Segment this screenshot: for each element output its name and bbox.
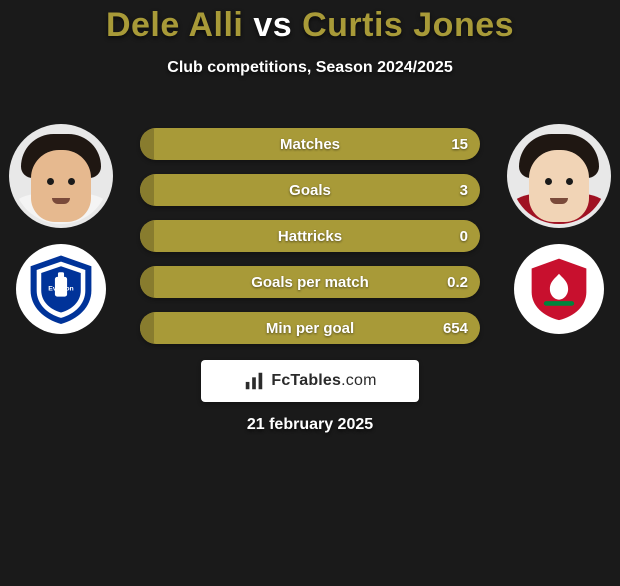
stat-value-right: 654 <box>443 312 468 344</box>
stat-row-goals-per-match: Goals per match 0.2 <box>140 266 480 298</box>
stat-label: Goals <box>140 174 480 206</box>
brand-suffix: .com <box>341 372 376 389</box>
stat-value-right: 0 <box>460 220 468 252</box>
liverpool-crest-icon <box>521 251 597 327</box>
brand-text: FcTables.com <box>271 372 376 390</box>
stat-row-goals: Goals 3 <box>140 174 480 206</box>
bar-chart-icon <box>243 370 265 392</box>
page-title: Dele Alli vs Curtis Jones <box>0 6 620 45</box>
stat-label: Min per goal <box>140 312 480 344</box>
title-vs: vs <box>253 6 292 44</box>
player1-column: Everton <box>6 124 116 334</box>
brand-main: FcTables <box>271 372 341 389</box>
stat-label: Matches <box>140 128 480 160</box>
date-line: 21 february 2025 <box>0 416 620 434</box>
stat-row-min-per-goal: Min per goal 654 <box>140 312 480 344</box>
stat-row-matches: Matches 15 <box>140 128 480 160</box>
title-player1: Dele Alli <box>106 6 243 44</box>
stat-label: Hattricks <box>140 220 480 252</box>
player1-avatar <box>9 124 113 228</box>
stat-value-right: 15 <box>451 128 468 160</box>
player2-club-crest <box>514 244 604 334</box>
player1-club-crest: Everton <box>16 244 106 334</box>
brand-badge[interactable]: FcTables.com <box>201 360 419 402</box>
svg-text:Everton: Everton <box>48 286 73 293</box>
stat-value-right: 3 <box>460 174 468 206</box>
stat-label: Goals per match <box>140 266 480 298</box>
title-player2: Curtis Jones <box>302 6 514 44</box>
player2-avatar <box>507 124 611 228</box>
stat-value-right: 0.2 <box>447 266 468 298</box>
stat-row-hattricks: Hattricks 0 <box>140 220 480 252</box>
comparison-card: Dele Alli vs Curtis Jones Club competiti… <box>0 6 620 586</box>
everton-crest-icon: Everton <box>23 251 99 327</box>
stats-panel: Matches 15 Goals 3 Hattricks 0 Goals per… <box>140 128 480 344</box>
subtitle: Club competitions, Season 2024/2025 <box>0 59 620 77</box>
player2-column <box>504 124 614 334</box>
